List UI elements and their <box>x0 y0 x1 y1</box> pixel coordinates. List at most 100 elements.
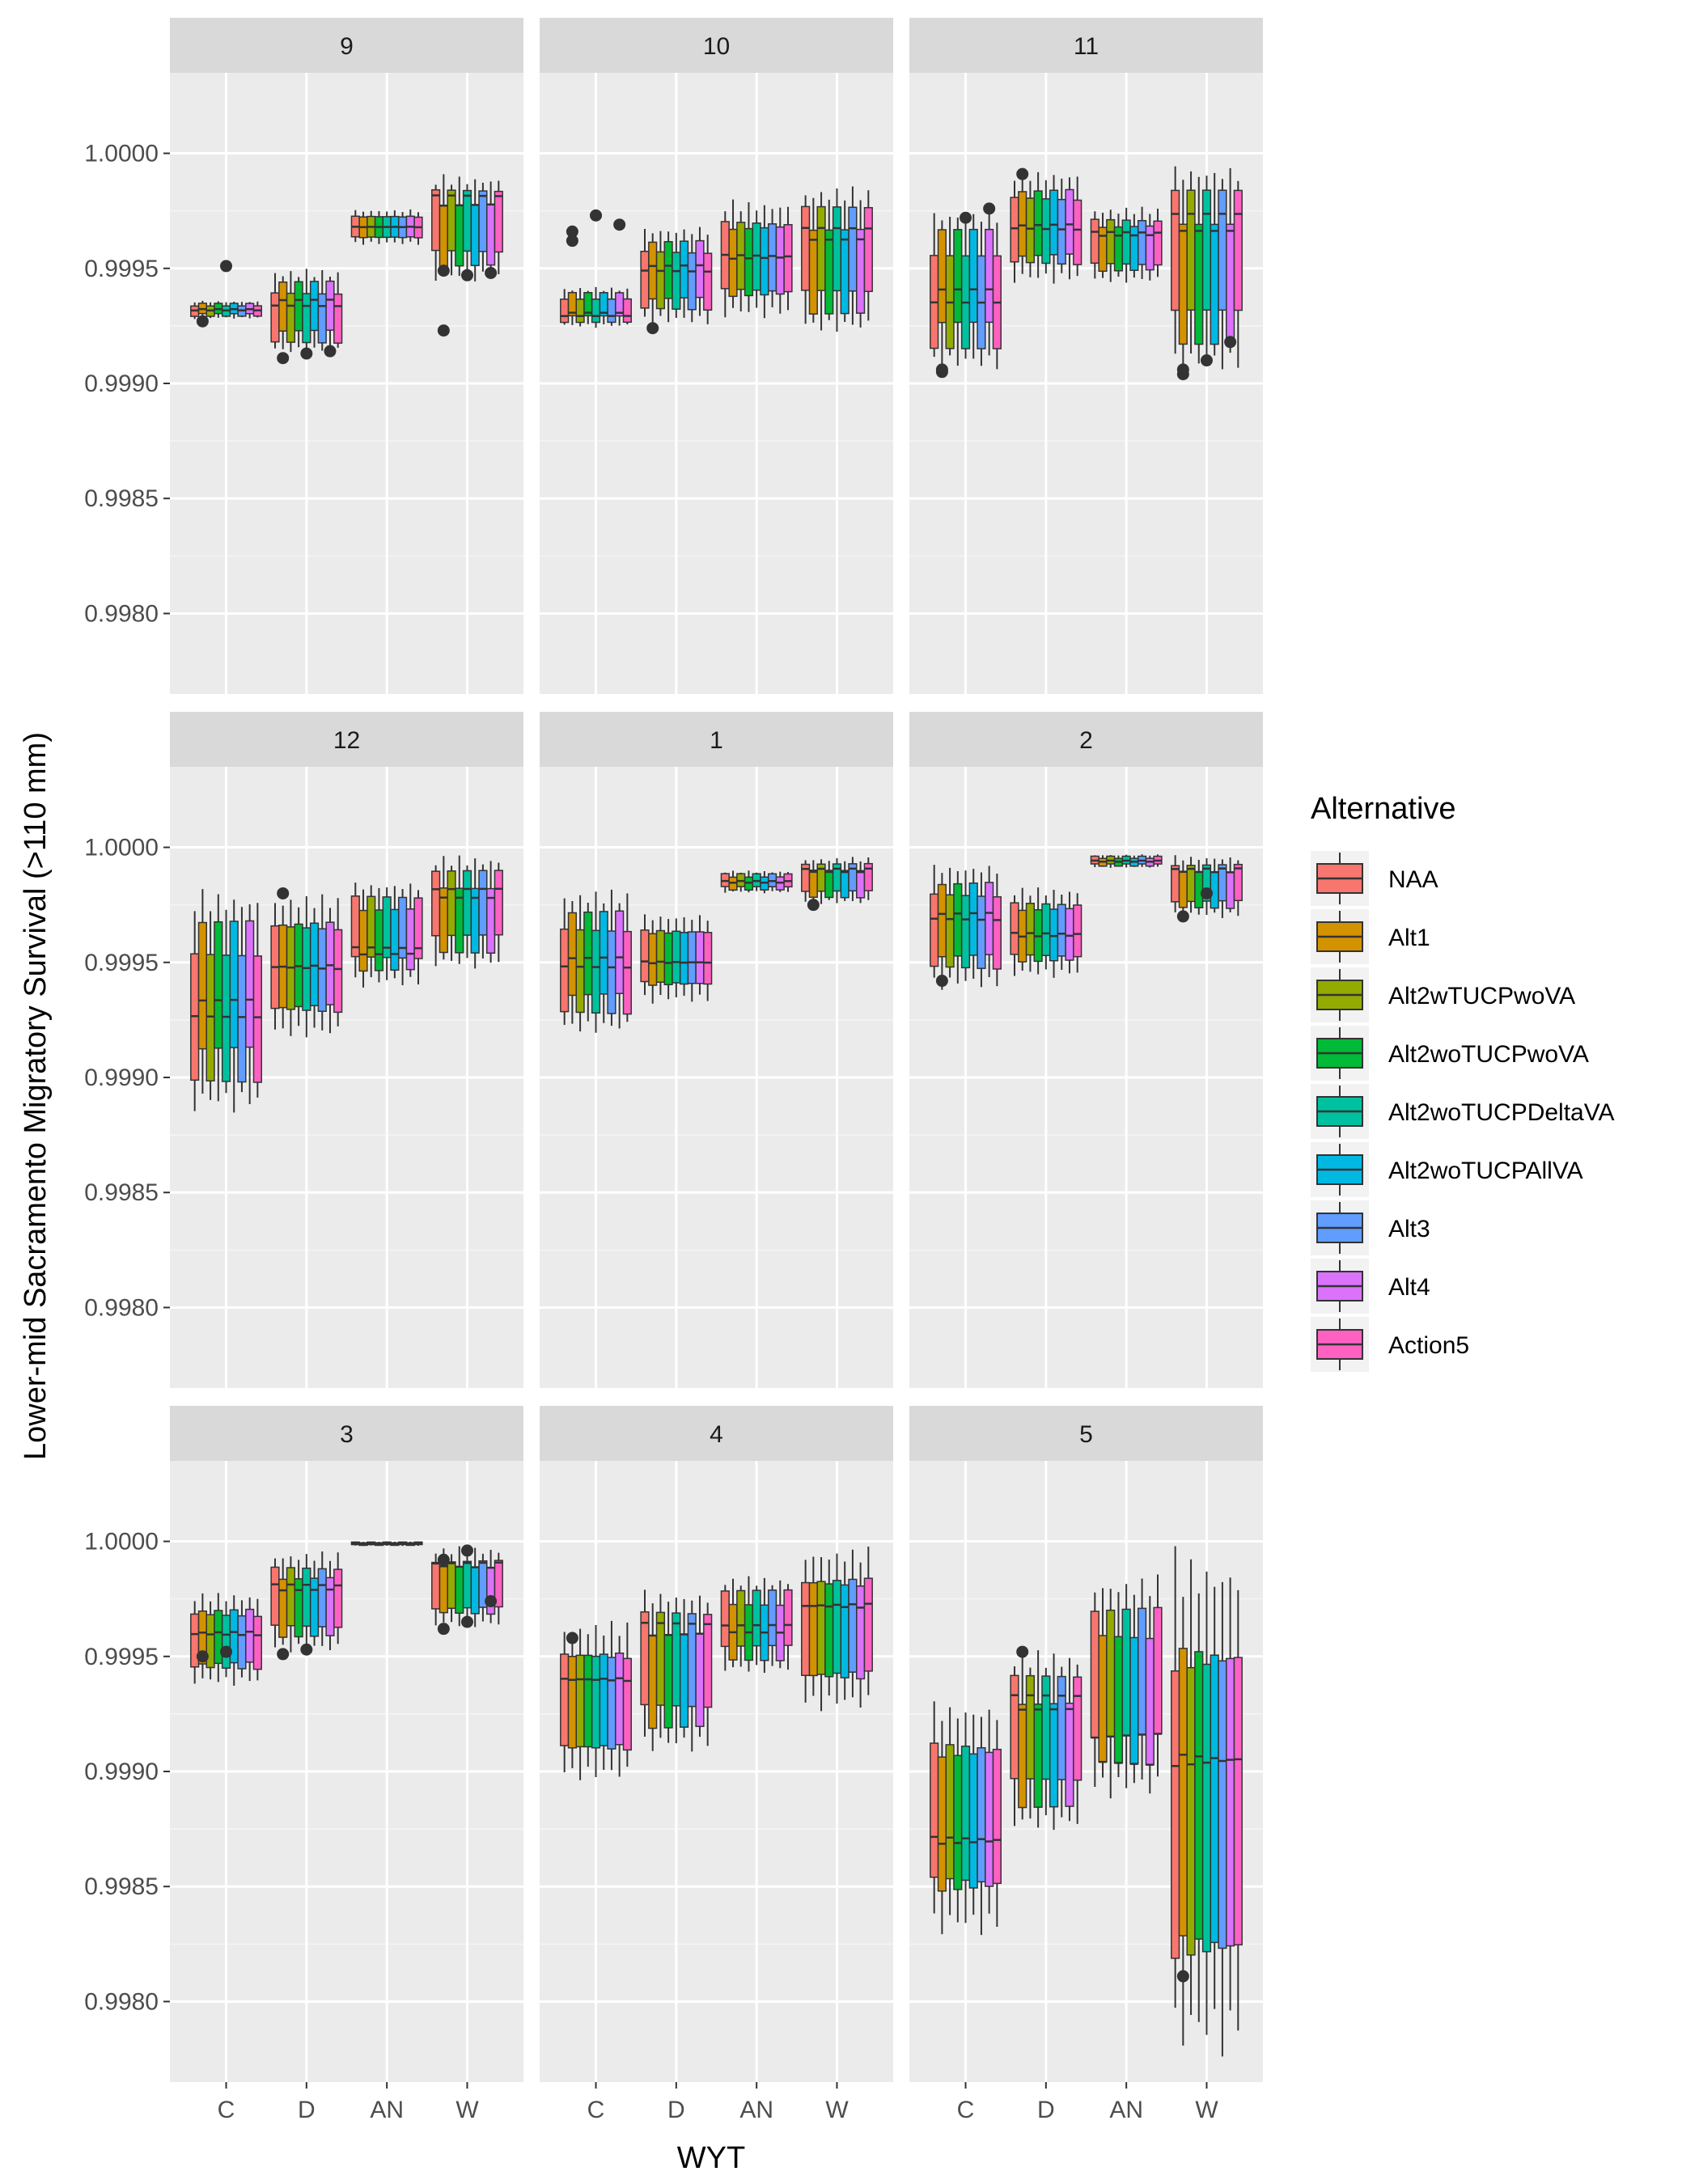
box-Action5 <box>622 1657 632 1751</box>
box-Alt4 <box>615 1652 625 1746</box>
box-Action5 <box>622 298 632 324</box>
box-Alt2woTUCPwoVA <box>1194 870 1204 908</box>
box-Alt3 <box>1057 198 1066 265</box>
facet-panel-12: 12 0.9980 0.9985 0.9990 0.9995 1.0000 <box>84 712 523 1388</box>
x-tick-label: C <box>587 2097 605 2123</box>
outlier-point <box>460 269 473 281</box>
box-Action5 <box>1153 1606 1163 1735</box>
facet-strip <box>909 712 1263 767</box>
box-Alt1 <box>439 205 448 267</box>
box-Alt2woTUCPwoVA <box>214 921 223 1049</box>
facet-strip-label: 3 <box>340 1421 354 1448</box>
box-Action5 <box>703 932 713 985</box>
legend-label: Alt2woTUCPAllVA <box>1388 1158 1583 1184</box>
outlier-point <box>935 366 948 379</box>
box-Alt2woTUCPwoVA <box>663 1634 673 1729</box>
y-tick-label: 1.0000 <box>84 1529 159 1555</box>
box-Action5 <box>992 1748 1002 1885</box>
x-axis-title: WYT <box>677 2141 745 2175</box>
box-NAA <box>801 205 811 291</box>
box-Alt4 <box>486 204 496 266</box>
facet-strip-label: 9 <box>340 33 354 60</box>
outlier-point <box>1200 887 1213 899</box>
box-Alt2woTUCPAllVA <box>1210 223 1219 345</box>
y-tick-label: 0.9985 <box>84 1873 159 1900</box>
box-Alt2woTUCPDeltaVA <box>302 293 311 344</box>
box-Alt4 <box>1065 1702 1074 1807</box>
box-NAA <box>640 251 650 309</box>
panel-marks <box>190 174 503 365</box>
box-Alt1 <box>808 870 818 898</box>
box-Alt2woTUCPDeltaVA <box>960 895 971 969</box>
outlier-point <box>1016 1645 1029 1658</box>
box-Alt2woTUCPDeltaVA <box>1121 219 1131 265</box>
box-Alt2woTUCPDeltaVA <box>221 954 231 1082</box>
legend-item-Alt4: Alt4 <box>1311 1259 1430 1314</box>
facet-strip <box>170 18 523 73</box>
x-tick-label: AN <box>739 2097 773 2123</box>
box-Alt3 <box>848 206 858 292</box>
box-Alt1 <box>1178 870 1188 908</box>
x-tick-label: AN <box>1109 2097 1143 2123</box>
legend-label: Alt2woTUCPDeltaVA <box>1388 1099 1615 1126</box>
box-Alt2woTUCPAllVA <box>840 1584 850 1678</box>
box-Alt2woTUCPDeltaVA <box>832 206 842 292</box>
box-Alt2woTUCPAllVA <box>968 882 978 956</box>
box-Alt1 <box>937 883 947 958</box>
outlier-point <box>437 265 450 277</box>
box-Alt2woTUCPAllVA <box>968 1753 978 1889</box>
box-Alt2woTUCPwoVA <box>824 229 834 315</box>
box-Alt4 <box>1065 908 1074 961</box>
outlier-point <box>1176 910 1189 923</box>
box-Alt2woTUCPwoVA <box>953 1754 963 1890</box>
box-Alt3 <box>687 931 697 984</box>
box-Alt3 <box>1218 1660 1227 1949</box>
outlier-point <box>590 209 603 222</box>
box-Alt2wTUCPwoVA <box>575 298 585 324</box>
box-NAA <box>801 1581 811 1676</box>
box-NAA <box>640 929 650 983</box>
box-NAA <box>1090 218 1099 265</box>
box-Alt1 <box>567 1655 577 1749</box>
box-Alt2woTUCPwoVA <box>824 1583 834 1678</box>
panel-marks <box>930 166 1243 381</box>
box-Alt2woTUCPAllVA <box>679 932 689 985</box>
box-Alt1 <box>1018 1704 1027 1809</box>
facet-strip <box>909 18 1263 73</box>
legend-item-Alt3: Alt3 <box>1311 1200 1430 1255</box>
y-tick-label: 0.9990 <box>84 1064 159 1091</box>
outlier-point <box>300 347 313 360</box>
legend-label: Alt2woTUCPwoVA <box>1388 1041 1589 1068</box>
box-Alt1 <box>808 1581 818 1677</box>
outlier-point <box>983 202 996 215</box>
outlier-point <box>437 1553 450 1566</box>
box-NAA <box>1010 197 1019 263</box>
box-Action5 <box>333 929 343 1014</box>
outlier-point <box>1200 354 1213 367</box>
box-Alt2woTUCPAllVA <box>1049 189 1059 256</box>
box-Alt1 <box>1178 223 1188 345</box>
facet-panel-10: 10 <box>540 18 893 694</box>
box-Alt3 <box>607 1657 616 1750</box>
y-tick-label: 0.9995 <box>84 950 159 976</box>
box-Alt2wTUCPwoVA <box>286 292 296 343</box>
box-Alt3 <box>237 1615 247 1670</box>
box-Action5 <box>622 930 632 1015</box>
box-Action5 <box>1073 1676 1083 1781</box>
outlier-point <box>485 1595 498 1608</box>
box-Alt4 <box>1145 1637 1155 1766</box>
box-Alt2wTUCPwoVA <box>655 1611 666 1706</box>
box-Alt2woTUCPDeltaVA <box>1121 1608 1131 1737</box>
box-NAA <box>270 292 280 343</box>
box-Alt2wTUCPwoVA <box>1186 189 1196 311</box>
legend-label: Alt3 <box>1388 1216 1430 1242</box>
y-axis-title: Lower-mid Sacramento Migratory Survival … <box>19 732 53 1460</box>
box-Alt3 <box>1137 220 1147 265</box>
legend-item-Alt2woTUCPAllVA: Alt2woTUCPAllVA <box>1311 1142 1583 1197</box>
x-tick-label: W <box>455 2097 479 2123</box>
box-Alt3 <box>767 223 777 292</box>
facet-strip <box>170 1406 523 1461</box>
box-Alt2woTUCPAllVA <box>599 911 608 995</box>
box-Alt3 <box>1218 864 1227 902</box>
